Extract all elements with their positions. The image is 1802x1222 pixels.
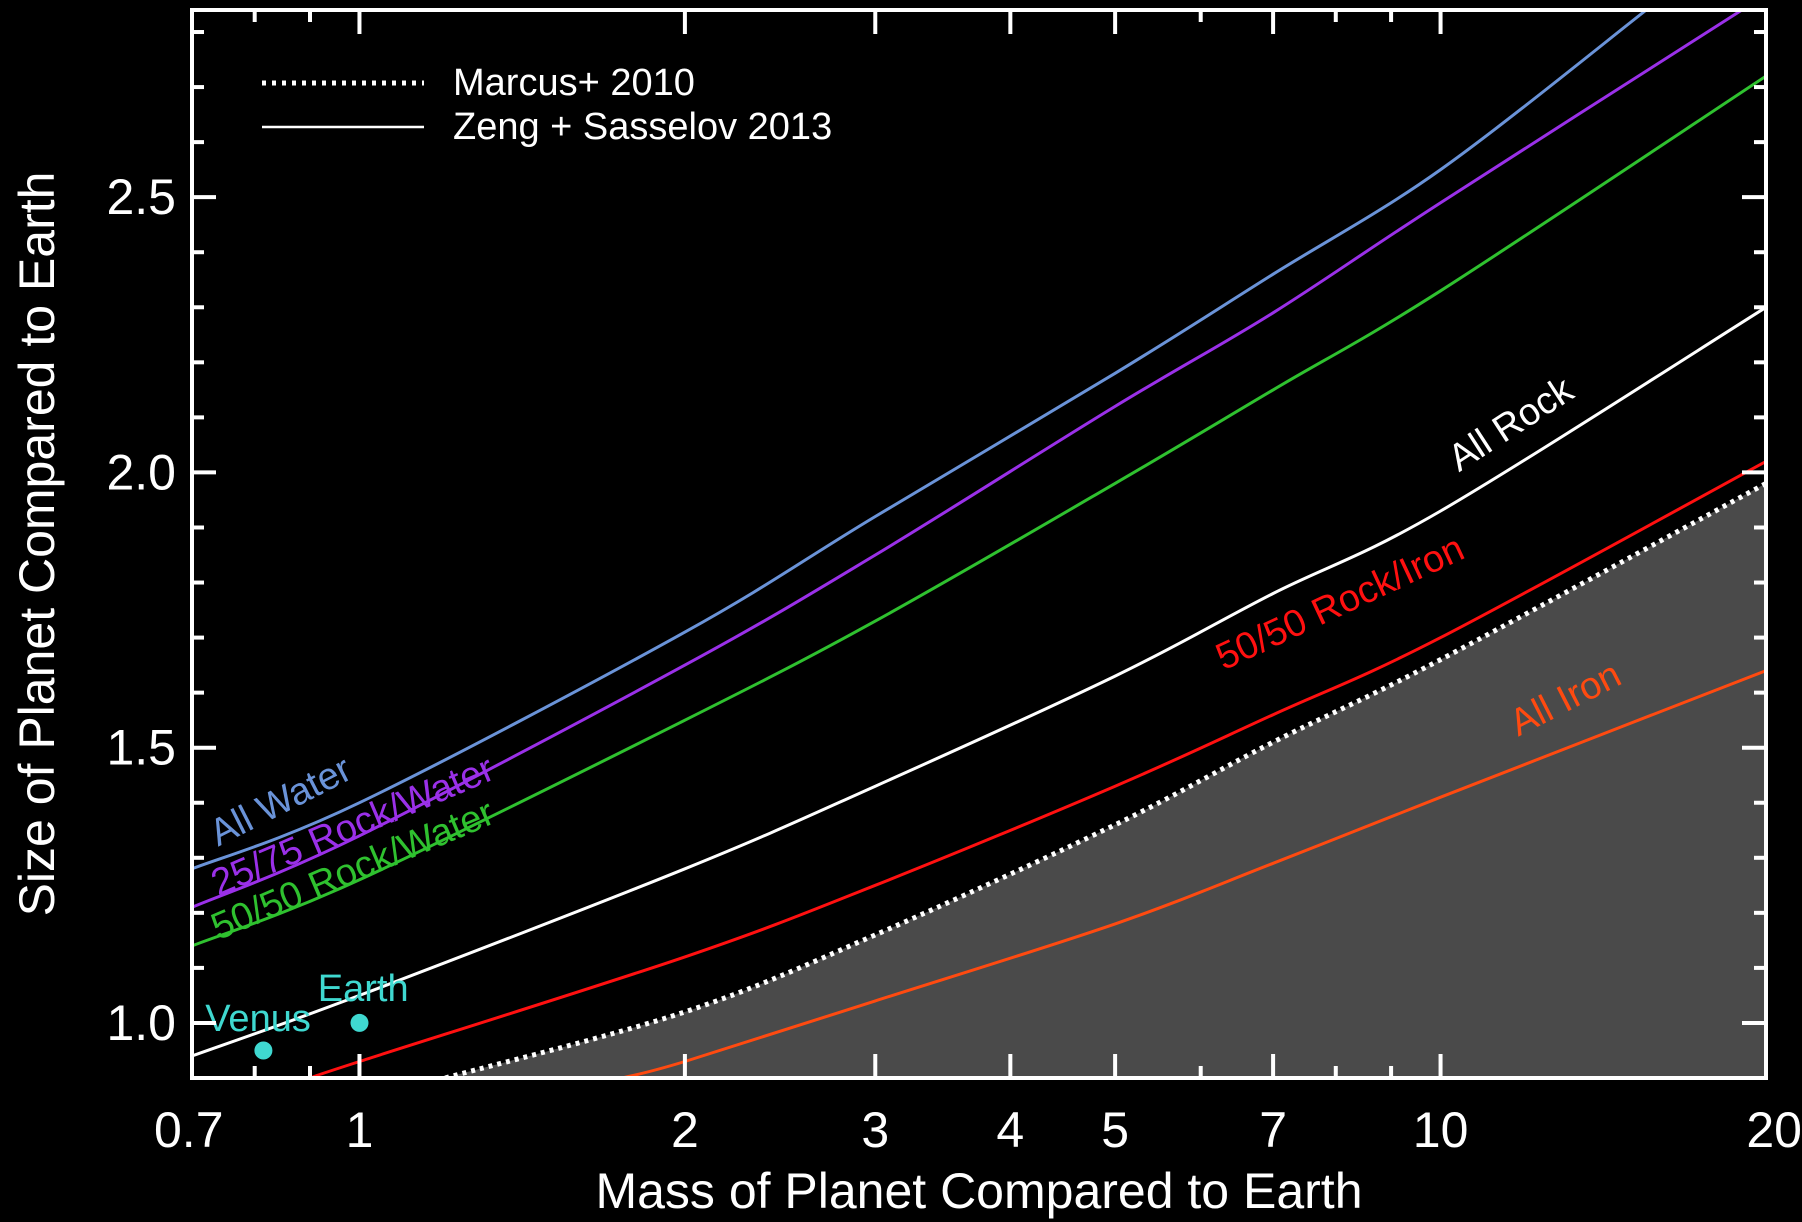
y-axis-title: Size of Planet Compared to Earth <box>9 172 65 917</box>
legend-label-marcus: Marcus+ 2010 <box>453 62 695 104</box>
legend-label-zeng: Zeng + Sasselov 2013 <box>453 106 832 148</box>
y-tick-label: 1.5 <box>106 720 176 776</box>
y-tick-label: 2.0 <box>106 444 176 500</box>
legend: Marcus+ 2010 Zeng + Sasselov 2013 <box>262 62 832 148</box>
curves-layer <box>192 10 1766 1078</box>
series-line-50-50-rock-iron <box>309 460 1766 1078</box>
x-tick-label: 4 <box>996 1102 1024 1158</box>
series-line-all-iron <box>621 669 1766 1078</box>
curve-label-venus: Venus <box>205 998 311 1040</box>
curve-label-earth: Earth <box>318 968 409 1010</box>
x-tick-label: 5 <box>1101 1102 1129 1158</box>
excluded-region-fill <box>445 483 1766 1078</box>
series-line-50-50-rock-water <box>192 74 1766 948</box>
ticks-layer: 0.7 1 2 3 4 5 7 10 20 1.0 1.5 2.0 2.5 <box>106 10 1802 1158</box>
x-tick-label: 2 <box>671 1102 699 1158</box>
x-tick-label: 1 <box>346 1102 374 1158</box>
point-earth <box>350 1013 369 1032</box>
x-tick-label: 7 <box>1259 1102 1287 1158</box>
point-venus <box>254 1041 273 1060</box>
y-tick-label: 1.0 <box>106 995 176 1051</box>
x-axis-title: Mass of Planet Compared to Earth <box>595 1163 1362 1219</box>
points-layer <box>254 1013 369 1060</box>
x-tick-label: 3 <box>861 1102 889 1158</box>
x-tick-label: 20 <box>1746 1102 1802 1158</box>
series-line-all-rock <box>192 306 1766 1058</box>
y-tick-label: 2.5 <box>106 169 176 225</box>
plot-frame <box>190 8 1768 1080</box>
x-tick-label: 10 <box>1413 1102 1469 1158</box>
excluded-region-layer <box>444 481 1766 1078</box>
series-line-25-75-rock-water <box>192 10 1743 909</box>
x-tick-label: 0.7 <box>154 1102 224 1158</box>
series-line-all-water <box>192 10 1648 871</box>
